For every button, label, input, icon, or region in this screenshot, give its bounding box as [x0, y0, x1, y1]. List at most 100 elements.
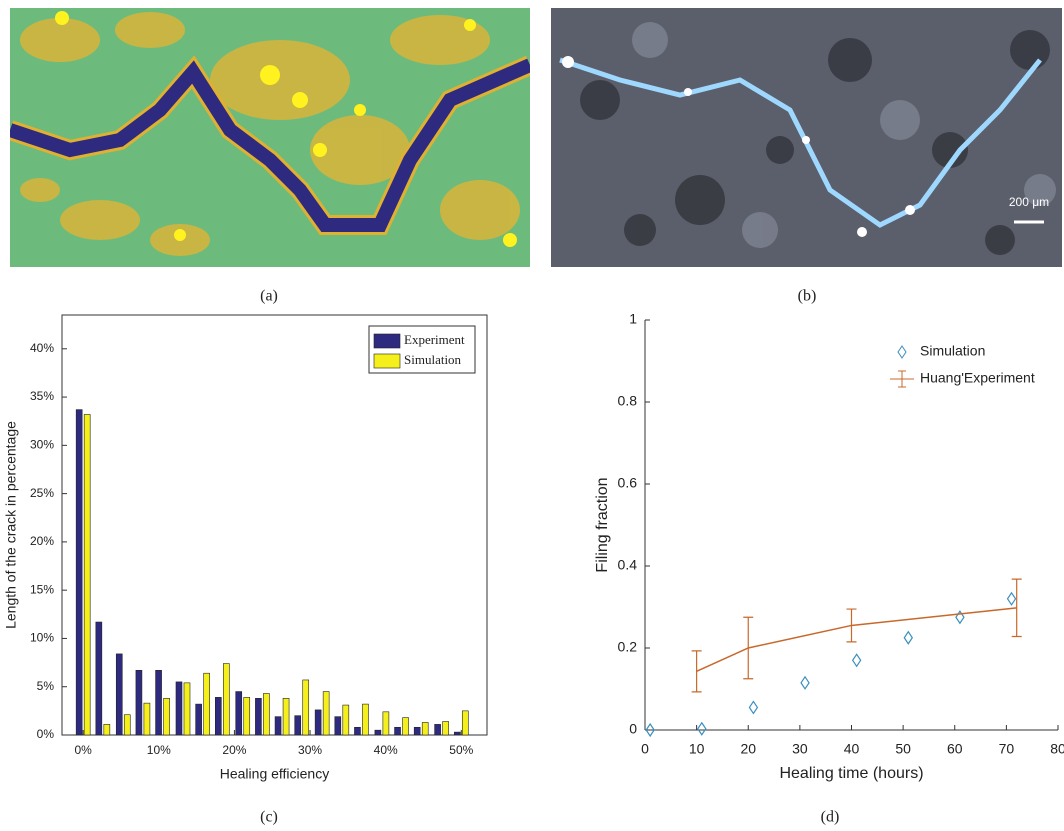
bar	[195, 703, 202, 736]
bar	[362, 703, 369, 736]
x-tick-label: 30	[792, 741, 808, 757]
error-bar	[743, 616, 754, 680]
marker	[1006, 591, 1017, 606]
bar	[255, 698, 262, 736]
legend-label: Huang'Experiment	[920, 370, 1035, 386]
x-tick-label: 40	[844, 741, 860, 757]
y-tick-label: 10%	[30, 631, 54, 645]
y-tick-label: 0.2	[618, 639, 638, 655]
error-bar	[1011, 578, 1022, 638]
y-axis-label: Filing fraction	[594, 477, 611, 572]
bar	[143, 702, 151, 736]
marker	[697, 721, 707, 736]
bar	[103, 724, 111, 736]
bar	[163, 698, 170, 736]
marker	[645, 722, 655, 738]
caption: (d)	[821, 809, 840, 826]
bar	[334, 716, 342, 736]
y-tick-label: 0	[629, 721, 637, 737]
bar	[243, 697, 251, 736]
x-tick-label: 0%	[75, 743, 93, 757]
bar	[402, 717, 409, 736]
line	[696, 607, 1017, 673]
y-tick-label: 0%	[37, 727, 55, 741]
bar	[115, 653, 123, 736]
legend: Experiment Simulation	[368, 325, 476, 374]
bar	[282, 698, 290, 736]
bar	[183, 682, 191, 736]
bar	[314, 709, 322, 736]
bar	[342, 704, 350, 736]
marker	[748, 700, 759, 715]
y-tick-label: 30%	[30, 438, 54, 452]
y-tick-label: 25%	[30, 486, 54, 500]
y-tick-label: 35%	[30, 389, 54, 403]
bar	[413, 726, 421, 736]
bar	[123, 714, 131, 736]
caption: (b)	[798, 288, 817, 305]
x-tick-label: 10	[689, 741, 705, 757]
bar	[394, 726, 401, 736]
bar	[203, 672, 210, 736]
bar	[155, 670, 162, 736]
legend-marker	[897, 345, 907, 359]
bar	[274, 716, 282, 736]
y-axis-label: Length of the crack in percentage	[3, 421, 19, 629]
bar	[461, 710, 469, 736]
simulation-image	[10, 8, 530, 267]
x-tick-label: 50%	[449, 743, 473, 757]
y-tick-label: 20%	[30, 534, 54, 548]
y-tick-label: 40%	[30, 341, 54, 355]
y-tick-label: 5%	[37, 679, 55, 693]
legend-swatch	[373, 353, 401, 369]
microscope-image: 200 μm	[551, 8, 1062, 267]
bar	[374, 729, 382, 736]
bar	[223, 663, 230, 736]
bar	[382, 711, 390, 736]
y-tick-label: 15%	[30, 582, 54, 596]
legend-label: Simulation	[404, 352, 462, 367]
bar	[235, 691, 243, 736]
legend-label: Simulation	[920, 343, 985, 359]
legend-label: Experiment	[404, 332, 465, 347]
x-tick-label: 40%	[374, 743, 398, 757]
bar	[302, 679, 310, 736]
bar	[95, 621, 103, 736]
axes-box	[61, 314, 488, 736]
legend-marker	[890, 370, 914, 388]
x-axis-label: Healing efficiency	[220, 766, 329, 782]
x-tick-label: 20%	[222, 743, 246, 757]
scale-bar-label: 200 μm	[1009, 195, 1049, 209]
error-bar	[846, 608, 857, 643]
x-tick-label: 0	[641, 741, 649, 757]
y-tick-label: 1	[629, 311, 637, 327]
x-tick-label: 80	[1050, 741, 1064, 757]
x-tick-label: 20	[740, 741, 756, 757]
marker	[800, 675, 810, 690]
marker	[955, 610, 965, 625]
bar	[294, 715, 302, 736]
marker	[851, 653, 862, 668]
bar	[434, 724, 441, 736]
bar	[175, 681, 183, 736]
bar	[354, 726, 361, 736]
error-bar	[691, 650, 702, 693]
x-tick-label: 50	[895, 741, 911, 757]
bar	[322, 691, 330, 736]
bar	[135, 670, 143, 736]
bar	[75, 409, 83, 736]
legend: Simulation Huang'Experiment	[890, 343, 1035, 388]
x-tick-label: 30%	[298, 743, 322, 757]
caption: (c)	[260, 809, 278, 826]
x-axis-label: Healing time (hours)	[779, 765, 923, 782]
x-tick-label: 10%	[147, 743, 171, 757]
bar	[442, 721, 449, 736]
bar	[421, 722, 429, 736]
legend-swatch	[373, 333, 401, 349]
bar	[453, 731, 461, 736]
bar	[215, 697, 222, 736]
caption: (a)	[260, 288, 278, 305]
marker	[903, 630, 914, 645]
